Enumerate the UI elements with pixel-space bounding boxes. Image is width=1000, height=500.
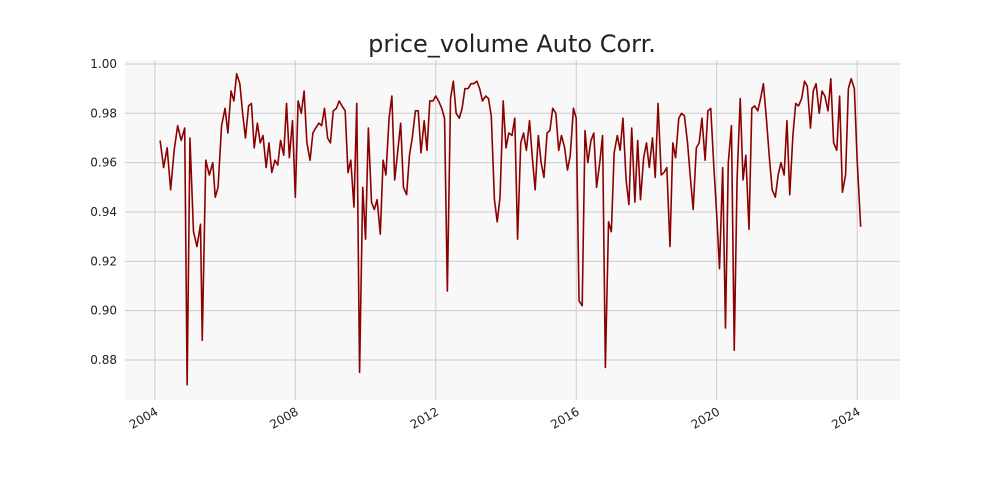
y-tick-label: 0.96 — [90, 156, 117, 170]
x-tick-label: 2004 — [127, 404, 160, 431]
y-tick-label: 0.92 — [90, 254, 117, 268]
y-tick-label: 0.94 — [90, 205, 117, 219]
y-tick-label: 0.98 — [90, 106, 117, 120]
x-tick-label: 2012 — [408, 404, 441, 431]
y-tick-label: 1.00 — [90, 57, 117, 71]
data-line — [159, 73, 862, 386]
x-tick-label: 2024 — [829, 404, 862, 431]
plot-area — [125, 60, 900, 400]
chart-title: price_volume Auto Corr. — [368, 30, 656, 58]
x-tick-label: 2020 — [689, 404, 722, 431]
x-tick-label: 2016 — [548, 404, 581, 431]
x-tick-label: 2008 — [267, 404, 300, 431]
y-tick-label: 0.88 — [90, 353, 117, 367]
y-tick-label: 0.90 — [90, 304, 117, 318]
